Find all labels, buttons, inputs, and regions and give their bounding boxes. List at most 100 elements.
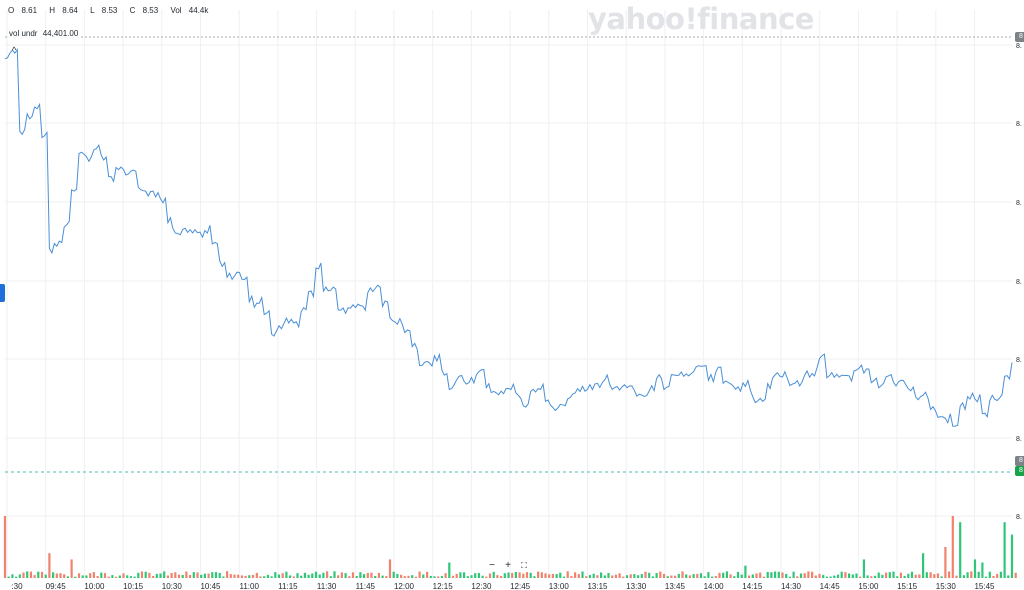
volume-bar — [326, 571, 329, 578]
volume-bar — [696, 573, 699, 578]
volume-bar — [81, 575, 84, 578]
volume-bar — [170, 573, 173, 578]
high-label: H 8.64 — [49, 6, 78, 15]
x-tick-label: 12:45 — [510, 582, 531, 590]
volume-bar — [977, 571, 980, 578]
volume-bar — [92, 572, 95, 578]
volume-bar — [714, 576, 717, 578]
volume-bar — [318, 574, 321, 578]
x-tick-label: 10:00 — [84, 582, 105, 590]
volume-bar — [400, 574, 403, 578]
volume-bar — [725, 571, 728, 578]
zoom-controls: − + ⛶ — [486, 559, 530, 573]
volume-bar — [585, 576, 588, 578]
volume-bar — [11, 574, 14, 578]
zoom-in-button[interactable]: + — [505, 560, 511, 571]
volume-bar — [329, 576, 332, 578]
volume-bar — [348, 576, 351, 578]
volume-bar — [640, 574, 643, 578]
volume-bar — [707, 572, 710, 578]
x-tick-label: 09:45 — [46, 582, 67, 590]
volume-bar — [189, 575, 192, 578]
close-label: C 8.53 — [129, 6, 159, 15]
x-tick-label: 10:15 — [123, 582, 144, 590]
volume-bar — [222, 576, 225, 578]
vol-undr-legend: vol undr 44,401.00 — [9, 29, 82, 38]
x-tick-label: 15:30 — [936, 582, 957, 590]
volume-bar — [444, 573, 447, 578]
volume-bar — [374, 576, 377, 578]
volume-bar — [237, 574, 240, 578]
volume-bar — [96, 576, 99, 578]
x-tick-label: 13:15 — [587, 582, 608, 590]
volume-bar — [48, 553, 51, 578]
volume-bar — [37, 571, 40, 578]
volume-bar — [492, 571, 495, 578]
volume-bar — [303, 572, 306, 578]
volume-bar — [103, 573, 107, 578]
collapse-chevron-icon[interactable]: ^ — [12, 45, 17, 55]
volume-bar — [951, 516, 954, 578]
volume-bar — [155, 573, 158, 578]
volume-bar — [388, 559, 392, 578]
volume-bar — [670, 575, 673, 578]
volume-bar — [655, 573, 658, 578]
volume-bar — [174, 572, 177, 578]
volume-bar — [622, 576, 625, 578]
volume-bar — [829, 576, 832, 578]
volume-bar — [885, 572, 888, 578]
volume-bar — [451, 575, 455, 578]
volume-bar — [973, 559, 977, 578]
volume-bar — [111, 575, 114, 578]
volume-bar — [600, 572, 603, 578]
zoom-out-button[interactable]: − — [489, 560, 495, 571]
volume-bar — [511, 572, 514, 578]
x-tick-label: 13:30 — [626, 582, 647, 590]
ohlc-legend: O 8.61 H 8.64 L 8.53 C 8.53 Vol 44.4k — [8, 6, 218, 15]
low-label: L 8.53 — [90, 6, 118, 15]
volume-bar — [922, 553, 925, 578]
volume-bar — [792, 571, 795, 578]
volume-bar — [144, 571, 147, 578]
volume-label: Vol 44.4k — [170, 6, 209, 15]
volume-bar — [933, 574, 936, 578]
price-axis-label: 8. — [1016, 436, 1022, 443]
volume-bar — [625, 575, 629, 578]
volume-bar — [248, 575, 251, 578]
volume-bar — [274, 572, 277, 578]
volume-bar — [196, 572, 199, 578]
volume-bar — [340, 572, 343, 578]
volume-bar — [507, 572, 510, 578]
volume-bar — [503, 573, 506, 578]
volume-bar — [762, 576, 766, 578]
volume-bar — [363, 574, 366, 578]
price-axis-label: 8. — [1016, 357, 1022, 364]
volume-bar — [377, 573, 380, 578]
volume-bar — [514, 572, 517, 578]
volume-bar — [910, 571, 914, 578]
volume-bar — [685, 574, 688, 578]
left-edge-marker[interactable] — [0, 284, 5, 302]
volume-bar — [788, 576, 791, 578]
volume-bar — [126, 575, 129, 578]
volume-bar — [637, 575, 640, 578]
x-tick-label: 14:00 — [704, 582, 725, 590]
volume-bar — [955, 575, 958, 578]
x-tick-label: 14:15 — [742, 582, 763, 590]
volume-bar — [66, 576, 69, 578]
volume-bar — [240, 575, 243, 578]
volume-bar — [77, 573, 81, 578]
volume-bar — [740, 574, 743, 578]
volume-bar — [918, 574, 921, 578]
fullscreen-icon[interactable]: ⛶ — [521, 561, 527, 570]
price-axis-label: 8. — [1016, 279, 1022, 286]
volume-bar — [577, 574, 580, 578]
volume-bar — [944, 547, 947, 578]
volume-bar — [807, 571, 810, 578]
volume-bar — [496, 575, 499, 578]
volume-bar — [870, 576, 873, 578]
volume-bar — [163, 571, 166, 578]
x-tick-label: 12:30 — [471, 582, 492, 590]
